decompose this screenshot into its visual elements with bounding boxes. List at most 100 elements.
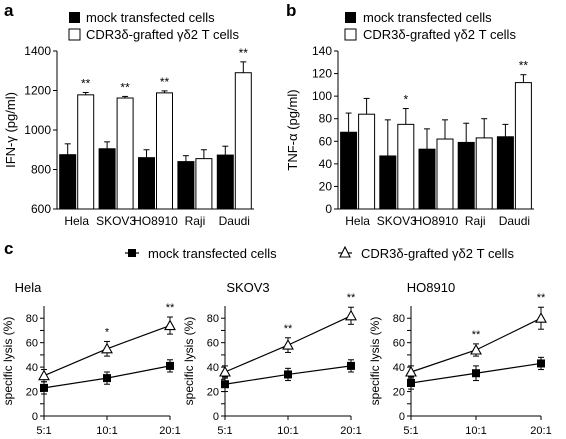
point-mock <box>221 380 229 389</box>
y-tick-label: 0 <box>325 202 332 216</box>
x-tick-label: Hela <box>64 214 89 228</box>
x-tick-label: 20:1 <box>159 425 180 437</box>
bar-cdr-raji <box>475 137 493 210</box>
y-tick-label: 60 <box>393 338 405 350</box>
bar-mock-hela <box>59 154 77 210</box>
y-tick-label: 80 <box>393 313 405 325</box>
panel-letter-c: c <box>4 239 13 258</box>
x-tick-label: 20:1 <box>340 425 361 437</box>
x-tick-label: 10:1 <box>96 425 117 437</box>
legend-c-mock-marker <box>128 249 136 257</box>
bar-mock-daudi <box>496 136 514 210</box>
point-cdr <box>164 319 176 331</box>
point-mock <box>40 383 48 392</box>
legend-b-mock-label: mock transfected cells <box>363 10 492 25</box>
y-tick-label: 40 <box>319 157 333 171</box>
bar-cdr-hela <box>358 113 376 210</box>
legend-a-mock-label: mock transfected cells <box>86 10 215 25</box>
legend-b: mock transfected cells CDR3δ-grafted γδ2… <box>344 10 516 42</box>
legend-b-cdr-swatch <box>344 28 357 41</box>
y-tick-label: 40 <box>393 362 405 374</box>
legend-c-mock-label: mock transfected cells <box>148 246 277 261</box>
x-tick-label: Hela <box>345 214 370 228</box>
significance-skov3: * <box>403 93 408 107</box>
x-tick-label: Daudi <box>499 214 530 228</box>
x-tick-label: 5:1 <box>36 425 51 437</box>
y-tick-label: 40 <box>207 362 219 374</box>
y-tick-label: 120 <box>312 67 332 81</box>
y-tick-label: 1400 <box>24 44 51 58</box>
y-tick-label: 20 <box>319 179 333 193</box>
bar-mock-daudi <box>216 154 234 210</box>
y-tick-label: 100 <box>312 89 332 103</box>
bar-cdr-skov3 <box>397 123 415 210</box>
legend-c: mock transfected cells CDR3δ-grafted γδ2… <box>125 245 514 261</box>
y-tick-label: 80 <box>26 313 38 325</box>
bar-mock-skov3 <box>379 155 397 210</box>
legend-b-cdr-label: CDR3δ-grafted γδ2 T cells <box>363 27 516 42</box>
y-tick-label: 0 <box>213 411 219 423</box>
y-tick-label: 20 <box>207 387 219 399</box>
panel-letter-a: a <box>4 1 14 20</box>
point-cdr <box>470 343 482 355</box>
y-tick-label: 0 <box>32 411 38 423</box>
bar-mock-ho8910 <box>138 157 155 210</box>
y-axis-label: IFN-γ (pg/ml) <box>3 92 18 168</box>
y-tick-label: 20 <box>26 387 38 399</box>
point-mock <box>103 374 111 383</box>
point-mock <box>407 379 415 387</box>
x-tick-label: Daudi <box>219 214 250 228</box>
significance-ho8910: ** <box>160 75 170 89</box>
legend-c-cdr-label: CDR3δ-grafted γδ2 T cells <box>361 246 514 261</box>
x-tick-label: 5:1 <box>217 425 232 437</box>
x-tick-label: 5:1 <box>403 425 418 437</box>
point-cdr <box>101 342 113 354</box>
point-mock <box>472 369 480 378</box>
y-tick-label: 40 <box>26 362 38 374</box>
x-tick-label: SKOV3 <box>96 214 136 228</box>
significance-hela: ** <box>81 76 91 90</box>
bar-cdr-skov3 <box>116 97 134 210</box>
y-tick-label: 60 <box>207 338 219 350</box>
point-mock <box>347 361 355 370</box>
chart-c-ho8910: HO8910 0 20 40 60 80 specific lysis (%) 5:1 10:1… <box>368 280 552 437</box>
bar-cdr-raji <box>195 158 213 210</box>
bar-mock-raji <box>457 141 475 210</box>
legend-b-mock-swatch <box>345 12 356 23</box>
x-tick-label: 10:1 <box>465 425 486 437</box>
legend-a-cdr-label: CDR3δ-grafted γδ2 T cells <box>86 27 239 42</box>
y-tick-label: 60 <box>319 134 333 148</box>
point-cdr <box>219 365 231 377</box>
bar-cdr-daudi <box>514 82 532 210</box>
significance-skov3: ** <box>120 80 130 94</box>
bar-mock-hela <box>340 131 358 210</box>
significance-20-1: ** <box>537 292 546 304</box>
bar-cdr-hela <box>77 94 95 210</box>
bar-mock-raji <box>177 161 195 210</box>
y-tick-label: 20 <box>393 387 405 399</box>
panel-title: HO8910 <box>407 280 455 295</box>
point-cdr <box>38 369 50 381</box>
legend-a-mock-swatch <box>69 12 80 23</box>
y-tick-label: 600 <box>31 202 51 216</box>
chart-b: 0 20 40 60 80 100 120 140 TNF-α (pg/ml) Hela * SKOV… <box>285 44 534 228</box>
y-tick-label: 1000 <box>24 123 51 137</box>
y-tick-label: 60 <box>26 338 38 350</box>
chart-a: 600 800 1000 1200 1400 IFN-γ (pg/ml) ** Hela ** S… <box>3 44 254 228</box>
x-tick-label: Raji <box>185 214 206 228</box>
x-tick-label: Raji <box>465 214 486 228</box>
point-mock <box>537 359 545 368</box>
bar-mock-ho8910 <box>418 148 436 210</box>
bar-cdr-ho8910 <box>156 92 173 210</box>
y-tick-label: 80 <box>319 112 333 126</box>
x-tick-label: HO8910 <box>133 214 178 228</box>
bar-mock-skov3 <box>98 148 116 210</box>
panel-title: SKOV3 <box>226 280 269 295</box>
panel-title: Hela <box>15 280 43 295</box>
x-tick-label: HO8910 <box>414 214 459 228</box>
significance-10-1: ** <box>284 323 293 335</box>
significance-20-1: ** <box>166 302 175 314</box>
x-tick-label: SKOV3 <box>377 214 417 228</box>
point-cdr <box>282 338 294 350</box>
